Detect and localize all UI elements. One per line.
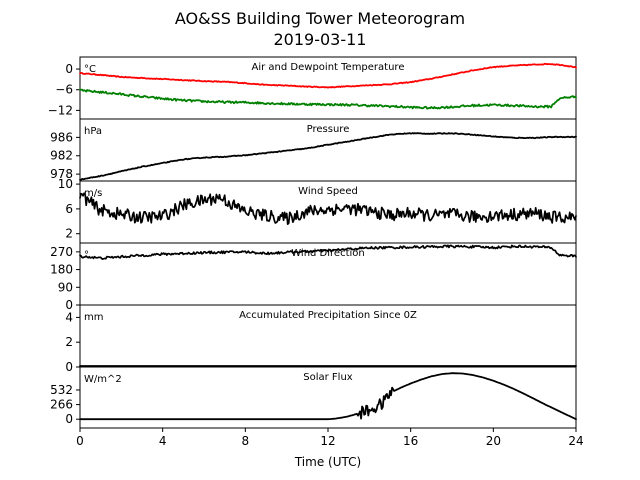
y-tick-label: 266	[50, 398, 73, 412]
panel-wind: 10 6 2 m/s Wind Speed	[58, 177, 577, 244]
panel-unit-label: W/m^2	[84, 374, 122, 385]
y-tick-label: 0	[65, 412, 73, 426]
panel-title: Solar Flux	[303, 372, 353, 383]
series-line-pressure-0	[79, 132, 577, 181]
panel-unit-label: °C	[84, 64, 96, 75]
y-tick-label: 986	[50, 130, 73, 144]
y-tick-label: 2	[65, 335, 73, 349]
y-tick-label: 2	[65, 227, 73, 241]
panel-unit-label: hPa	[84, 126, 102, 137]
panel-pressure: 986 982 978 hPa Pressure	[50, 118, 577, 182]
y-tick-label: 90	[58, 280, 73, 294]
x-tick-label: 24	[568, 434, 583, 448]
panel-title: Pressure	[307, 124, 350, 135]
x-tick-label: 12	[320, 434, 335, 448]
y-tick-label: 0	[65, 62, 73, 76]
y-tick-label: 6	[65, 202, 73, 216]
x-tick-label: 20	[486, 434, 501, 448]
y-tick-label: −6	[55, 83, 73, 97]
panel-title: Wind Direction	[291, 248, 365, 259]
y-tick-label: 4	[65, 310, 73, 324]
series-line-solar-0	[79, 372, 577, 421]
y-tick-label: 978	[50, 167, 73, 181]
y-tick-label: 0	[65, 298, 73, 312]
series-line-wind-0	[79, 192, 577, 226]
panel-title: Accumulated Precipitation Since 0Z	[239, 310, 417, 321]
series-line-temp-0	[79, 62, 577, 89]
panel-title: Air and Dewpoint Temperature	[252, 62, 405, 73]
x-axis-label: Time (UTC)	[294, 455, 361, 469]
y-tick-label: 0	[65, 360, 73, 374]
y-tick-label: 532	[50, 383, 73, 397]
panels-group: 0−6−12°C Air and Dewpoint Temperature9869…	[48, 56, 584, 448]
x-tick-label: 4	[159, 434, 167, 448]
y-tick-label: 982	[50, 149, 73, 163]
series-line-direction-0	[79, 244, 577, 260]
x-tick-label: 16	[403, 434, 418, 448]
y-tick-label: 270	[50, 245, 73, 259]
y-tick-label: −12	[48, 103, 73, 117]
panel-unit-label: mm	[84, 312, 103, 323]
series-line-temp-1	[79, 88, 577, 110]
x-tick-label: 8	[242, 434, 250, 448]
panel-temp: 0 −6 −12 °C Air and Dewpoint Temperature	[48, 56, 577, 120]
x-tick-label: 0	[76, 434, 84, 448]
panel-title: Wind Speed	[298, 186, 358, 197]
panel-unit-label: m/s	[84, 188, 102, 199]
chart-title: AO&SS Building Tower Meteorogram	[175, 9, 465, 28]
chart-subtitle: 2019-03-11	[274, 30, 367, 49]
y-tick-label: 180	[50, 263, 73, 277]
y-tick-label: 10	[58, 177, 73, 191]
panel-precip: 4 2 0 mm Accumulated Precipitation Since 0Z	[65, 304, 577, 374]
